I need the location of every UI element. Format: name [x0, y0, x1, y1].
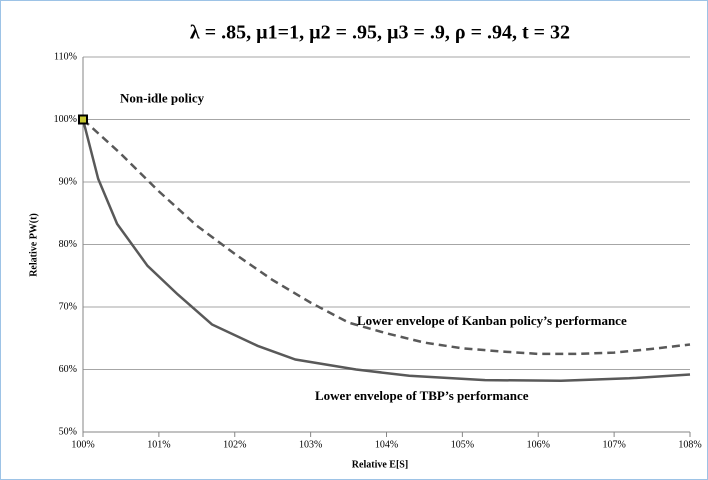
- series-label: Lower envelope of Kanban policy’s perfor…: [357, 313, 627, 328]
- y-tick-label: 110%: [54, 51, 77, 62]
- y-tick-label: 90%: [59, 176, 77, 187]
- x-tick-label: 108%: [678, 439, 701, 450]
- x-tick-label: 107%: [602, 439, 625, 450]
- y-axis-label: Relative PW(t): [28, 213, 39, 277]
- chart-title: λ = .85, µ1=1, µ2 = .95, µ3 = .9, ρ = .9…: [190, 22, 570, 44]
- y-tick-label: 80%: [59, 239, 77, 250]
- x-axis-label: Relative E[S]: [352, 459, 408, 470]
- y-tick-label: 100%: [54, 114, 77, 125]
- series-label: Lower envelope of TBP’s performance: [315, 388, 529, 403]
- x-tick-label: 102%: [223, 439, 246, 450]
- x-tick-label: 106%: [527, 439, 550, 450]
- line-series: [82, 118, 691, 356]
- x-tick-label: 105%: [451, 439, 474, 450]
- x-tick-label: 101%: [147, 439, 170, 450]
- highlight-label: Non-idle policy: [120, 90, 205, 105]
- x-tick-label: 104%: [375, 439, 398, 450]
- highlight-marker: [78, 114, 88, 125]
- y-tick-label: 70%: [59, 301, 77, 312]
- x-tick-label: 103%: [299, 439, 322, 450]
- line-series: [81, 119, 691, 383]
- y-tick-label: 60%: [59, 364, 77, 375]
- y-tick-label: 50%: [59, 426, 77, 437]
- x-tick-label: 100%: [71, 439, 94, 450]
